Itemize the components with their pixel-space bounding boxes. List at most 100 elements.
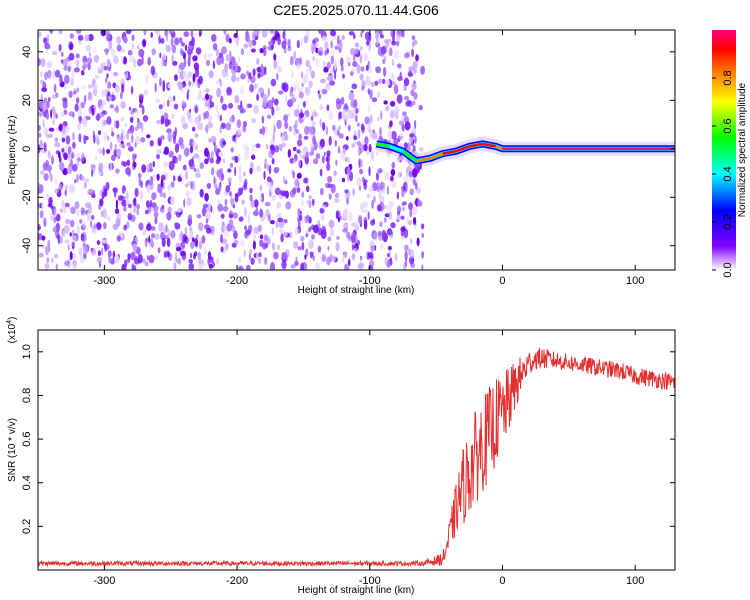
noise-blob [150,32,153,38]
noise-blob [64,189,67,197]
spectrogram-y-ticks: -40 -20 0 20 40 [21,46,675,254]
noise-blob [154,82,157,93]
noise-blob [71,69,75,79]
noise-blob [421,251,424,259]
noise-blob [108,254,112,264]
noise-blob [364,52,368,62]
noise-blob [213,176,216,185]
noise-blob [71,151,75,159]
noise-blob [321,204,327,209]
noise-blob [323,151,326,157]
noise-blob [215,159,221,165]
noise-blob [320,138,325,148]
noise-blob [376,91,381,99]
noise-blob [69,232,72,237]
noise-blob [141,105,145,115]
noise-blob [357,262,364,270]
noise-blob [109,104,115,109]
noise-blob [308,194,312,200]
noise-blob [363,182,368,190]
noise-blob [215,48,219,57]
noise-blob [262,93,268,104]
noise-blob [353,140,358,145]
noise-blob [116,44,122,52]
noise-blob [301,71,304,79]
noise-blob [99,198,104,207]
noise-blob [70,206,76,215]
noise-blob [198,240,203,250]
x-tick-label: -100 [359,275,381,287]
noise-blob [353,135,358,141]
noise-blob [281,40,287,49]
noise-blob [368,252,374,259]
noise-blob [62,168,68,176]
noise-blob [151,233,155,239]
noise-blob [180,115,186,125]
noise-blob [397,156,404,161]
noise-blob [83,134,87,145]
noise-blob [228,37,232,44]
noise-blob [172,175,176,182]
noise-blob [379,201,385,212]
noise-blob [196,95,202,100]
noise-blob [330,55,334,65]
noise-blob [78,115,82,125]
noise-blob [46,164,52,172]
noise-blob [176,207,182,213]
noise-blob [198,31,202,37]
noise-blob [353,47,359,55]
noise-blob [408,66,415,72]
noise-blob [50,108,53,119]
noise-blob [128,130,132,135]
noise-blob [290,97,297,103]
noise-blob [173,95,176,102]
noise-blob [259,184,263,192]
noise-blob [93,47,97,54]
noise-blob [321,35,327,42]
noise-blob [164,30,168,37]
noise-blob [296,63,302,69]
noise-blob [372,129,376,134]
noise-blob [59,162,65,172]
noise-blob [259,234,264,240]
noise-blob [220,122,226,129]
noise-blob [193,251,198,257]
noise-blob [141,122,144,133]
noise-blob [301,82,304,88]
noise-blob [380,46,386,55]
noise-blob [53,254,59,259]
noise-blob [96,240,101,246]
noise-blob [162,181,165,190]
noise-blob [52,226,58,233]
noise-blob [326,256,331,266]
noise-blob [91,214,95,221]
noise-blob [300,38,303,47]
noise-blob [305,233,309,238]
noise-blob [327,236,332,242]
noise-blob [91,169,94,177]
noise-blob [328,74,334,83]
noise-blob [321,122,326,131]
noise-blob [236,38,239,47]
noise-blob [101,191,105,200]
noise-blob [379,243,384,249]
noise-blob [216,80,221,85]
noise-blob [81,176,86,182]
noise-blob [271,106,275,116]
noise-blob [303,177,308,184]
signal-track [375,136,675,169]
noise-blob [347,109,354,119]
noise-blob [206,59,210,67]
noise-blob [158,104,163,110]
noise-blob [210,135,217,143]
noise-blob [132,198,135,205]
noise-blob [143,30,147,36]
noise-blob [381,78,386,85]
noise-blob [385,105,390,112]
noise-blob [168,160,175,171]
noise-blob [72,90,77,95]
noise-blob [334,70,337,80]
noise-blob [261,115,265,124]
noise-blob [72,132,75,141]
noise-blob [408,162,413,167]
